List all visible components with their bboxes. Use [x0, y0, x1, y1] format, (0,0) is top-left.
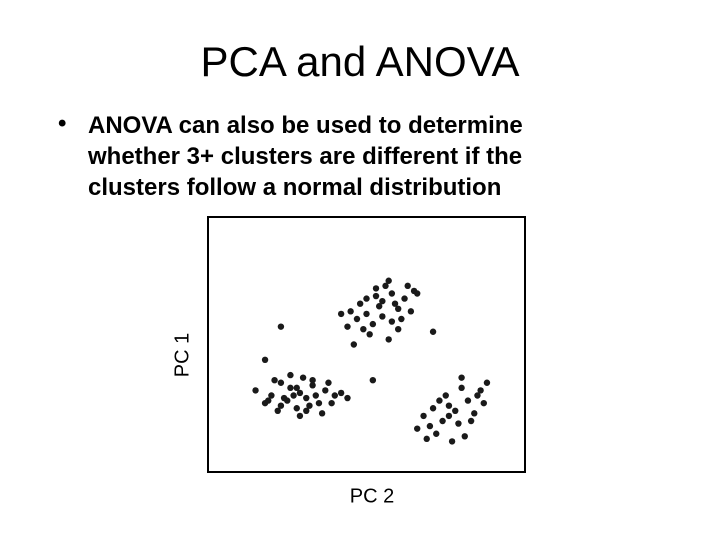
x-axis-label: PC 2: [350, 485, 394, 507]
point: [303, 407, 310, 414]
point: [261, 356, 269, 363]
plot-frame: [207, 216, 526, 473]
point: [467, 417, 475, 425]
point: [395, 326, 402, 333]
point: [464, 397, 472, 404]
point: [277, 402, 285, 409]
point: [379, 297, 386, 305]
point: [293, 384, 300, 392]
point: [309, 377, 316, 384]
point: [277, 379, 285, 386]
point: [458, 374, 465, 381]
point: [337, 310, 345, 318]
point: [306, 402, 313, 409]
point: [325, 379, 332, 386]
point: [347, 308, 354, 315]
point: [290, 392, 297, 399]
point: [366, 331, 373, 338]
point: [379, 313, 386, 320]
point: [369, 377, 377, 384]
point: [360, 326, 367, 333]
point: [436, 397, 443, 404]
point: [303, 394, 310, 402]
point: [318, 410, 326, 417]
point: [385, 336, 392, 343]
point: [344, 323, 351, 330]
point: [429, 405, 437, 412]
point: [315, 399, 323, 407]
point: [363, 295, 370, 302]
point: [404, 282, 411, 290]
point: [344, 394, 351, 402]
point: [369, 320, 377, 328]
point: [452, 407, 459, 414]
point: [414, 425, 421, 432]
point: [458, 384, 465, 392]
point: [268, 392, 275, 399]
point: [356, 300, 364, 307]
point: [477, 387, 484, 394]
point: [382, 282, 389, 290]
point: [287, 371, 294, 379]
point: [442, 392, 449, 399]
slide-title: PCA and ANOVA: [200, 38, 520, 85]
point: [420, 412, 427, 420]
point: [252, 387, 259, 394]
point: [375, 303, 383, 310]
point: [328, 399, 335, 407]
point: [395, 305, 402, 312]
point: [274, 407, 281, 414]
bullet-marker: •: [58, 110, 67, 137]
point: [483, 379, 491, 386]
y-axis-label: PC 1: [171, 333, 193, 377]
point: [445, 402, 453, 409]
point: [372, 292, 380, 300]
point: [363, 310, 370, 318]
point: [293, 405, 300, 412]
bullet-text: ANOVA can also be used to determine whet…: [88, 112, 523, 201]
point: [455, 420, 462, 427]
point: [299, 374, 307, 381]
point: [414, 290, 421, 297]
point: [265, 397, 272, 404]
point: [423, 435, 430, 443]
point: [461, 433, 468, 440]
point: [337, 389, 345, 397]
point: [312, 392, 319, 399]
point: [388, 290, 396, 297]
point: [287, 384, 294, 392]
point: [271, 377, 278, 384]
point: [391, 300, 399, 307]
point: [353, 315, 361, 323]
point: [372, 285, 380, 292]
point: [426, 422, 434, 430]
point: [296, 412, 304, 420]
point: [280, 394, 288, 402]
point: [429, 328, 437, 335]
point: [474, 392, 481, 399]
point: [398, 315, 405, 323]
point: [277, 323, 285, 330]
point: [350, 341, 358, 348]
point: [448, 438, 456, 445]
point: [471, 410, 478, 417]
point: [331, 392, 338, 399]
point: [445, 412, 453, 420]
point: [439, 417, 446, 425]
point: [401, 295, 408, 302]
point: [385, 277, 392, 284]
point: [309, 382, 316, 389]
point: [407, 308, 415, 315]
point: [296, 389, 304, 397]
point: [322, 387, 329, 394]
point: [388, 318, 396, 325]
point: [480, 399, 487, 407]
point: [433, 430, 440, 437]
